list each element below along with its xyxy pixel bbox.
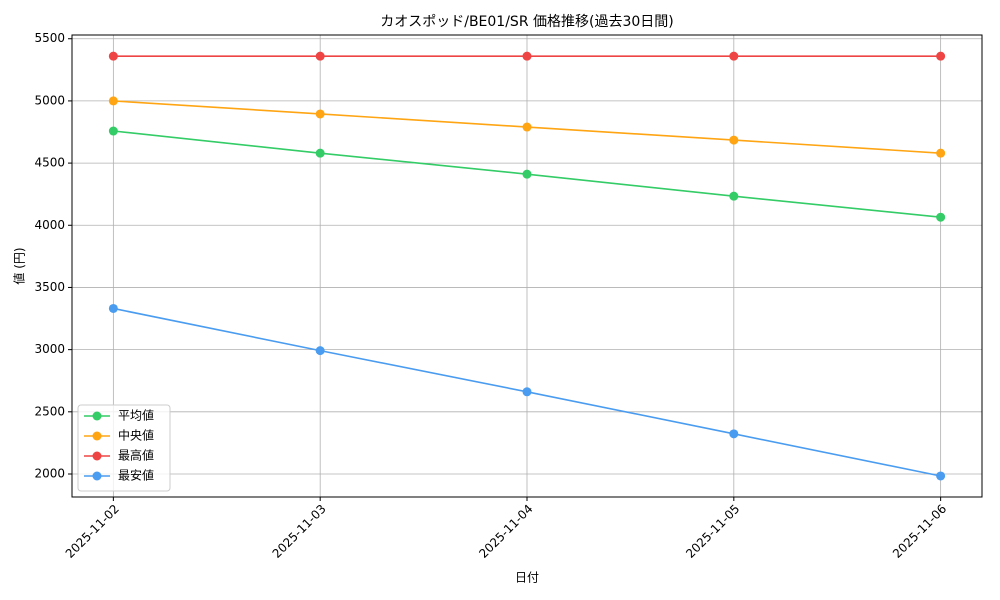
plot-frame (71, 34, 983, 498)
data-point (936, 471, 946, 481)
data-point (108, 303, 118, 313)
legend-marker (92, 411, 102, 421)
data-point (315, 346, 325, 356)
y-axis-label: 値 (円) (12, 247, 27, 284)
legend-box (77, 404, 171, 492)
data-point (315, 109, 325, 119)
data-point (936, 148, 946, 158)
y-tick-label: 2500 (34, 404, 65, 418)
data-point (315, 51, 325, 61)
x-axis-label: 日付 (515, 571, 539, 585)
data-point (729, 429, 739, 439)
data-point (108, 51, 118, 61)
y-tick-label: 3000 (34, 342, 65, 356)
data-point (729, 51, 739, 61)
y-tick-label: 4000 (34, 218, 65, 232)
legend-marker (92, 471, 102, 481)
y-tick-label: 5000 (34, 93, 65, 107)
legend-label: 中央値 (118, 428, 154, 443)
y-tick-label: 2000 (34, 466, 65, 480)
y-tick-label: 3500 (34, 280, 65, 294)
data-point (522, 387, 532, 397)
data-point (936, 51, 946, 61)
legend-marker (92, 451, 102, 461)
legend-label: 平均値 (118, 408, 154, 423)
y-tick-label: 5500 (34, 31, 65, 45)
data-point (522, 122, 532, 132)
data-point (936, 212, 946, 222)
legend-marker (92, 431, 102, 441)
data-point (729, 135, 739, 145)
legend-label: 最高値 (118, 448, 154, 463)
data-point (108, 96, 118, 106)
y-tick-label: 4500 (34, 156, 65, 170)
data-point (108, 126, 118, 136)
data-point (315, 148, 325, 158)
chart-title: カオスポッド/BE01/SR 価格推移(過去30日間) (380, 14, 674, 30)
data-point (522, 169, 532, 179)
legend-label: 最安値 (118, 468, 154, 483)
data-point (522, 51, 532, 61)
data-point (729, 191, 739, 201)
